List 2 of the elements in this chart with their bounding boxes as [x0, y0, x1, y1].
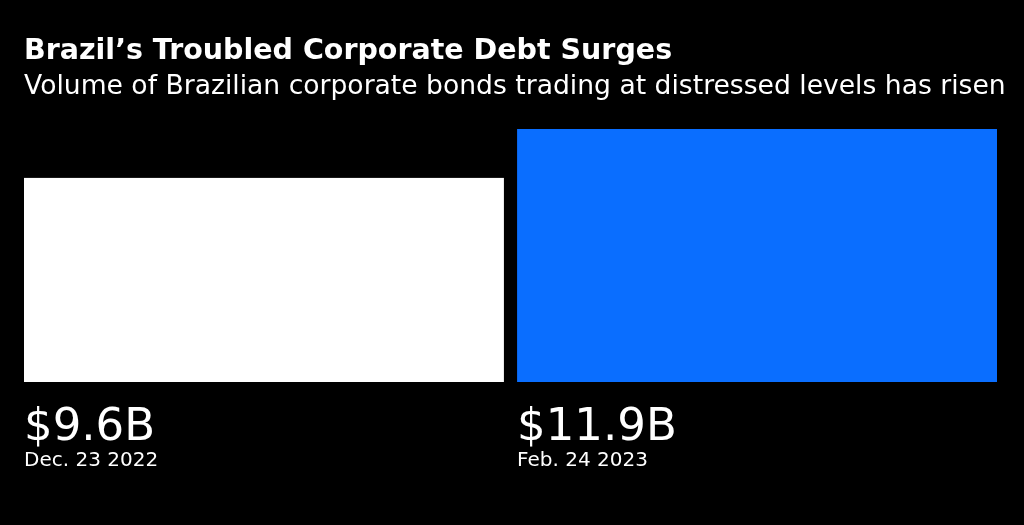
- chart-title: Brazil’s Troubled Corporate Debt Surges: [24, 33, 673, 66]
- chart-subtitle: Volume of Brazilian corporate bonds trading at distressed levels has risen: [24, 69, 1006, 100]
